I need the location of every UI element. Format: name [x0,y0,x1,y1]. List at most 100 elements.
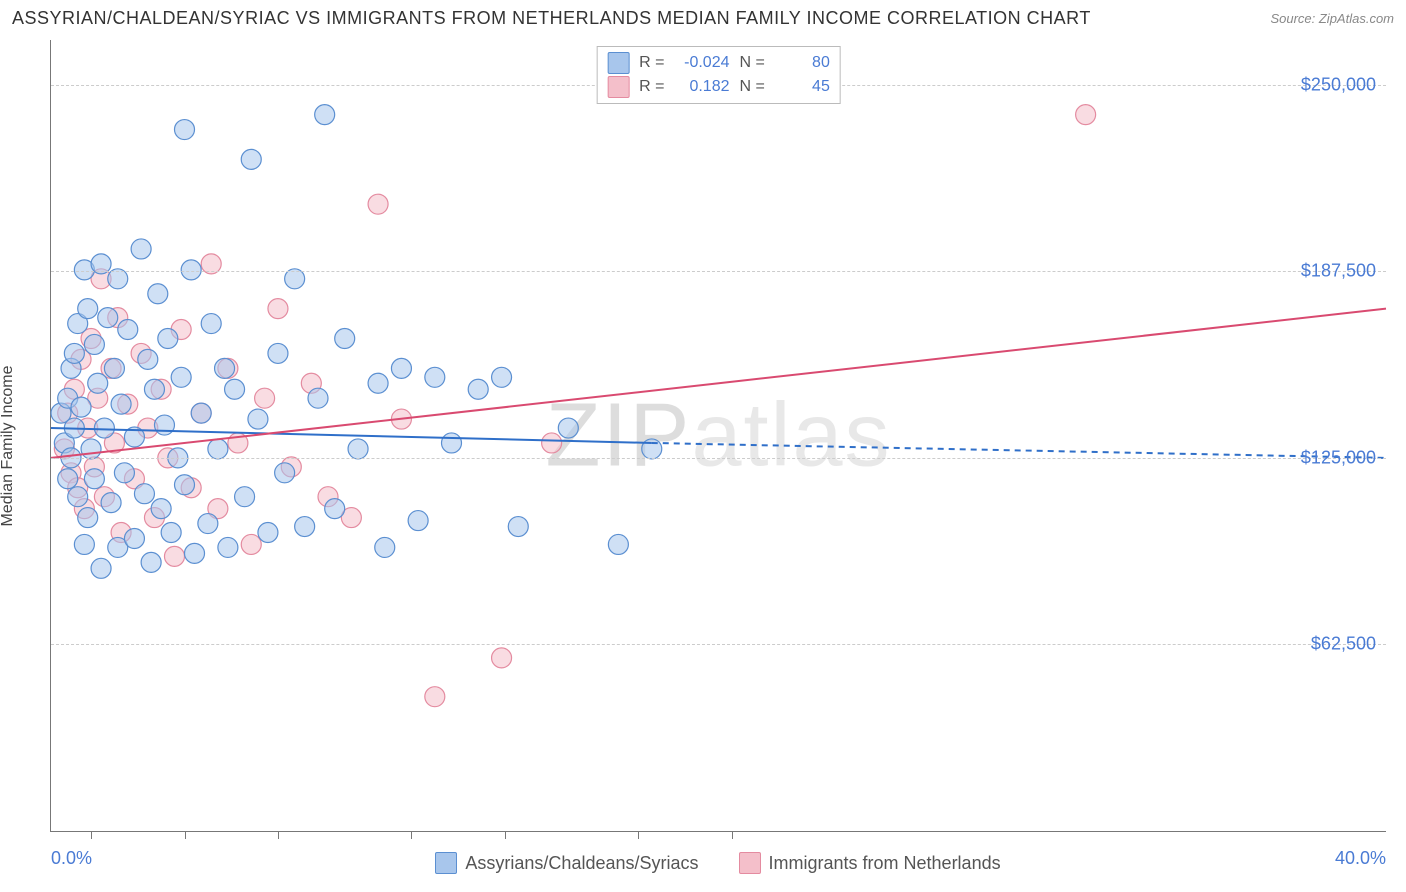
gridline [51,458,1386,459]
data-point [144,379,164,399]
data-point [58,469,78,489]
data-point [391,358,411,378]
data-point [225,379,245,399]
legend-swatch-blue [435,852,457,874]
n-value-pink: 45 [775,78,830,96]
data-point [275,463,295,483]
data-point [215,358,235,378]
data-point [158,328,178,348]
legend-item-blue: Assyrians/Chaldeans/Syriacs [435,852,698,874]
data-point [325,499,345,519]
data-point [94,418,114,438]
x-tick [278,831,279,839]
legend-row-blue: R = -0.024 N = 80 [607,51,830,75]
data-point [114,463,134,483]
data-point [468,379,488,399]
data-point [295,517,315,537]
r-label: R = [639,54,664,72]
x-tick [638,831,639,839]
data-point [111,394,131,414]
data-point [542,433,562,453]
data-point [368,194,388,214]
data-point [308,388,328,408]
legend-item-pink: Immigrants from Netherlands [739,852,1001,874]
y-axis-label: Median Family Income [0,366,17,527]
data-point [492,367,512,387]
legend-label-blue: Assyrians/Chaldeans/Syriacs [465,853,698,874]
data-point [268,343,288,363]
data-point [191,403,211,423]
data-point [235,487,255,507]
data-point [131,239,151,259]
data-point [348,439,368,459]
data-point [124,528,144,548]
gridline [51,644,1386,645]
legend-swatch-blue [607,52,629,74]
x-tick [185,831,186,839]
data-point [154,415,174,435]
y-tick-label: $250,000 [1301,74,1376,95]
source-attribution: Source: ZipAtlas.com [1270,11,1394,26]
data-point [88,373,108,393]
data-point [425,687,445,707]
r-value-pink: 0.182 [675,78,730,96]
y-tick-label: $62,500 [1311,634,1376,655]
legend-swatch-pink [607,76,629,98]
data-point [175,120,195,140]
data-point [241,534,261,554]
data-point [198,514,218,534]
data-point [84,334,104,354]
data-point [175,475,195,495]
correlation-legend: R = -0.024 N = 80 R = 0.182 N = 45 [596,46,841,104]
regression-line [51,309,1386,458]
regression-line [652,443,1386,458]
data-point [315,105,335,125]
data-point [218,537,238,557]
data-point [78,508,98,528]
data-point [335,328,355,348]
y-tick-label: $125,000 [1301,447,1376,468]
x-tick [91,831,92,839]
n-label: N = [740,78,765,96]
data-point [181,260,201,280]
data-point [118,320,138,340]
legend-row-pink: R = 0.182 N = 45 [607,75,830,99]
x-tick [732,831,733,839]
y-tick-label: $187,500 [1301,261,1376,282]
data-point [255,388,275,408]
x-tick [505,831,506,839]
data-point [141,552,161,572]
chart-title: ASSYRIAN/CHALDEAN/SYRIAC VS IMMIGRANTS F… [12,8,1091,29]
data-point [442,433,462,453]
data-point [375,537,395,557]
data-point [151,499,171,519]
data-point [368,373,388,393]
data-point [492,648,512,668]
data-point [201,314,221,334]
data-point [134,484,154,504]
data-point [408,511,428,531]
data-point [185,543,205,563]
legend-label-pink: Immigrants from Netherlands [769,853,1001,874]
data-point [1076,105,1096,125]
data-point [608,534,628,554]
data-point [81,439,101,459]
data-point [104,358,124,378]
data-point [425,367,445,387]
data-point [71,397,91,417]
data-point [101,493,121,513]
data-point [241,149,261,169]
data-point [98,308,118,328]
data-point [148,284,168,304]
data-point [84,469,104,489]
legend-swatch-pink [739,852,761,874]
r-value-blue: -0.024 [675,54,730,72]
chart-plot-area: ZIPatlas R = -0.024 N = 80 R = 0.182 N =… [50,40,1386,832]
x-tick [411,831,412,839]
series-legend: Assyrians/Chaldeans/Syriacs Immigrants f… [50,852,1386,874]
data-point [248,409,268,429]
data-point [208,439,228,459]
data-point [171,367,191,387]
data-point [508,517,528,537]
data-point [68,487,88,507]
